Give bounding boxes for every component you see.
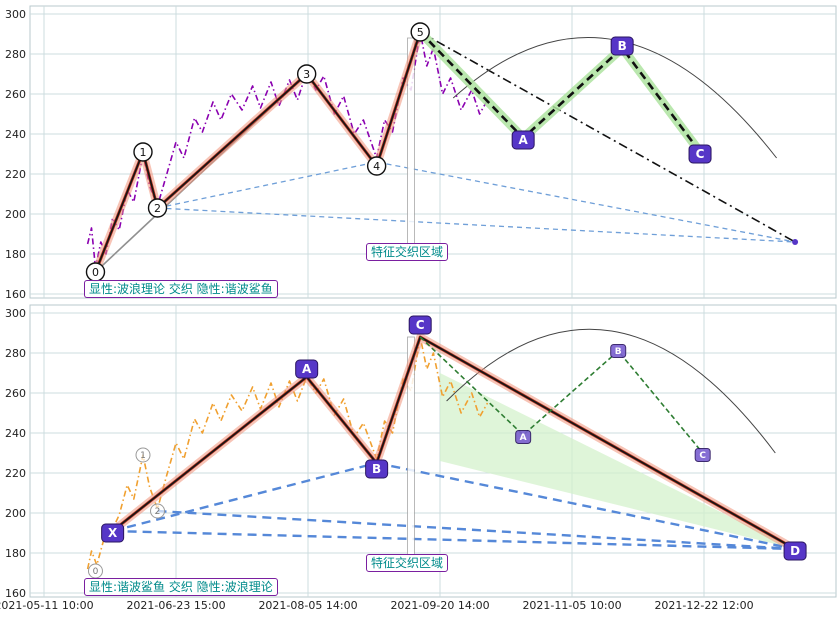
y-tick-label: 300 [5, 307, 26, 320]
wave-circle-1 [133, 142, 153, 162]
y-tick-label: 280 [5, 347, 26, 360]
badge-B [610, 36, 634, 56]
y-tick-label: 240 [5, 128, 26, 141]
badge-A [295, 359, 319, 379]
bottom-legend-label: 显性:谐波鲨鱼 交织 隐性:波浪理论 [84, 578, 278, 596]
badge-X [101, 523, 125, 543]
price-line [86, 31, 489, 269]
badge-A [511, 130, 535, 150]
wave-circle-label-2: 2 [155, 507, 161, 517]
top-region-label: 特征交织区域 [366, 243, 449, 261]
wave-circle-5 [410, 22, 430, 42]
projection-line [419, 31, 796, 243]
harmonic-line [376, 461, 796, 551]
badge-label-C: C [699, 451, 706, 461]
badge-B [610, 344, 627, 358]
y-tick-label: 260 [5, 88, 26, 101]
wave-circle-label-1: 1 [140, 146, 147, 159]
badge-label-X: X [108, 526, 118, 540]
wave-circle-2 [147, 198, 168, 218]
wave-circle-4 [366, 156, 387, 176]
y-tick-label: 160 [5, 587, 26, 600]
badge-label-C: C [696, 147, 705, 161]
y-tick-label: 220 [5, 168, 26, 181]
y-tick-label: 200 [5, 208, 26, 221]
badge-label-B: B [618, 39, 627, 53]
badge-C [694, 448, 711, 462]
badge-label-D: D [790, 544, 800, 558]
bottom-panel: 300 280 260 240 220 200 180 160 A B C 0 1 2 X A B C D [5, 304, 837, 600]
x-tick-label: 2021-05-11 10:00 [0, 599, 94, 612]
badge-label-A: A [519, 133, 529, 147]
badge-C [408, 315, 432, 335]
badge-C [688, 144, 712, 164]
x-tick-label: 2021-12-22 12:00 [654, 599, 753, 612]
bottom-region-label: 特征交织区域 [366, 554, 449, 572]
y-tick-label: 200 [5, 507, 26, 520]
badge-label-C: C [416, 318, 425, 332]
harmonic-line [112, 529, 796, 551]
badge-label-A: A [520, 433, 527, 443]
badge-D [783, 541, 807, 561]
y-tick-label: 280 [5, 48, 26, 61]
projection-endpoint-dot [792, 239, 799, 245]
wave-circle-label-2: 2 [154, 202, 161, 215]
badge-A [515, 430, 532, 444]
x-tick-label: 2021-08-05 14:00 [258, 599, 357, 612]
target-region [440, 373, 796, 549]
wave-circle-label-4: 4 [373, 160, 380, 173]
badge-label-B: B [615, 347, 622, 357]
badge-label-B: B [372, 462, 381, 476]
badge-B [365, 459, 389, 479]
wave-circle-label-0: 0 [92, 266, 99, 279]
wave-circle-label-1: 1 [140, 451, 146, 461]
main-path [94, 31, 421, 273]
y-tick-label: 300 [5, 8, 26, 21]
channel-line [157, 207, 796, 243]
y-tick-label: 220 [5, 467, 26, 480]
price-line [86, 336, 489, 570]
x-tick-label: 2021-11-05 10:00 [522, 599, 621, 612]
channel-line [157, 161, 796, 243]
wave-circle-2 [150, 503, 166, 519]
wave-circle-3 [296, 64, 317, 84]
badge-label-A: A [302, 362, 312, 376]
wave-circle-label-3: 3 [303, 68, 310, 81]
x-tick-label: 2021-09-20 14:00 [390, 599, 489, 612]
wave-circle-label-5: 5 [417, 26, 424, 39]
correction-path [419, 31, 702, 153]
y-tick-label: 260 [5, 387, 26, 400]
arc-curve [446, 328, 776, 454]
wave-circle-1 [135, 447, 151, 463]
top-legend-label: 显性:波浪理论 交织 隐性:谐波鲨鱼 [84, 280, 278, 298]
y-tick-label: 160 [5, 288, 26, 301]
y-tick-label: 240 [5, 427, 26, 440]
y-tick-label: 180 [5, 248, 26, 261]
harmonic-line [157, 509, 796, 551]
wave-circle-label-0: 0 [93, 567, 99, 577]
x-tick-label: 2021-06-23 15:00 [126, 599, 225, 612]
harmonic-line [112, 461, 377, 533]
y-tick-label: 180 [5, 547, 26, 560]
